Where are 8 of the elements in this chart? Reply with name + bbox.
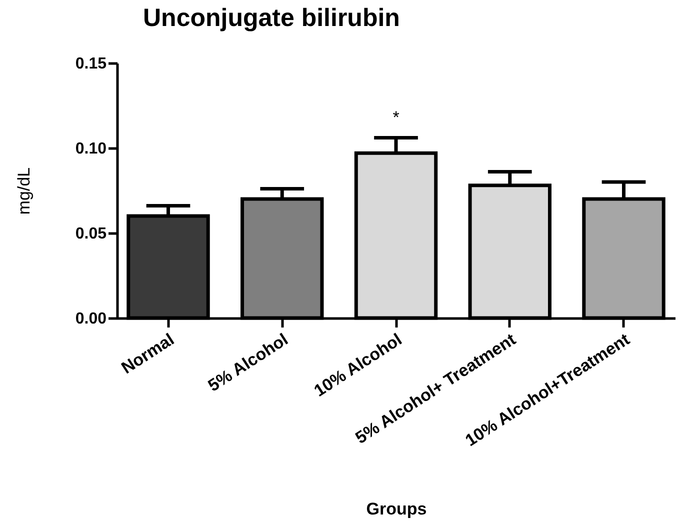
x-axis-title: Groups: [366, 500, 427, 519]
y-tick-label: 0.15: [75, 56, 107, 72]
annotation: *: [392, 108, 400, 127]
y-axis-title: mg/dL: [14, 167, 34, 215]
chart-title: Unconjugate bilirubin: [143, 4, 400, 32]
y-tick-label: 0.00: [75, 310, 107, 328]
y-tick-label: 0.10: [75, 140, 107, 158]
y-tick-label: 0.05: [75, 226, 107, 242]
